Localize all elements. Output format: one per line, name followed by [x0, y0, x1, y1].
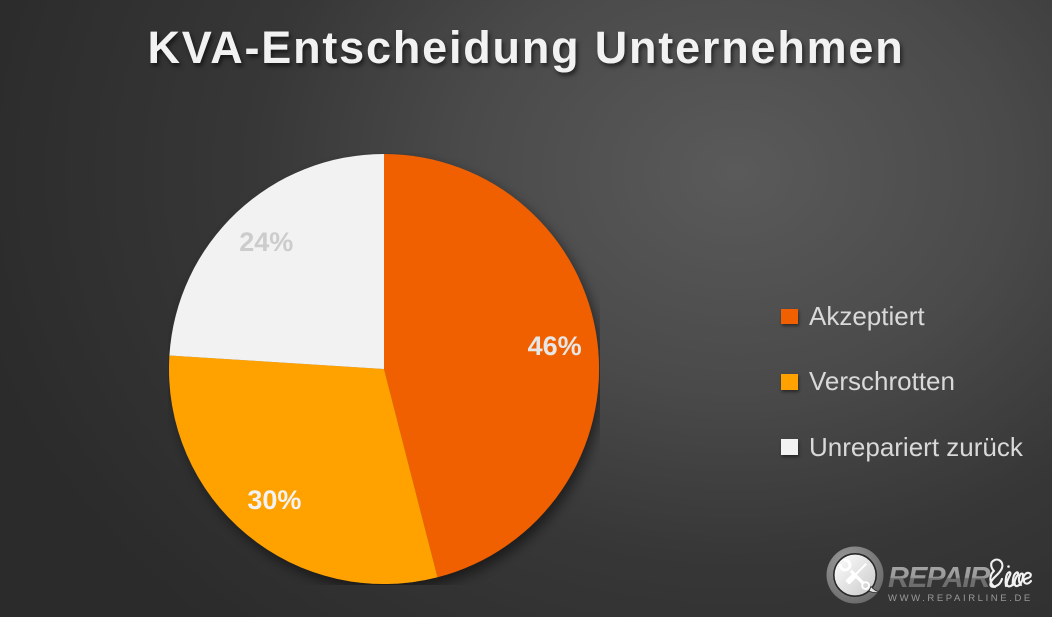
svg-text:30%: 30% — [247, 485, 301, 515]
svg-text:46%: 46% — [528, 331, 582, 361]
svg-text:REPAIR: REPAIR — [888, 562, 990, 594]
svg-text:WWW.REPAIRLINE.DE: WWW.REPAIRLINE.DE — [888, 593, 1033, 604]
svg-text:24%: 24% — [239, 227, 293, 257]
